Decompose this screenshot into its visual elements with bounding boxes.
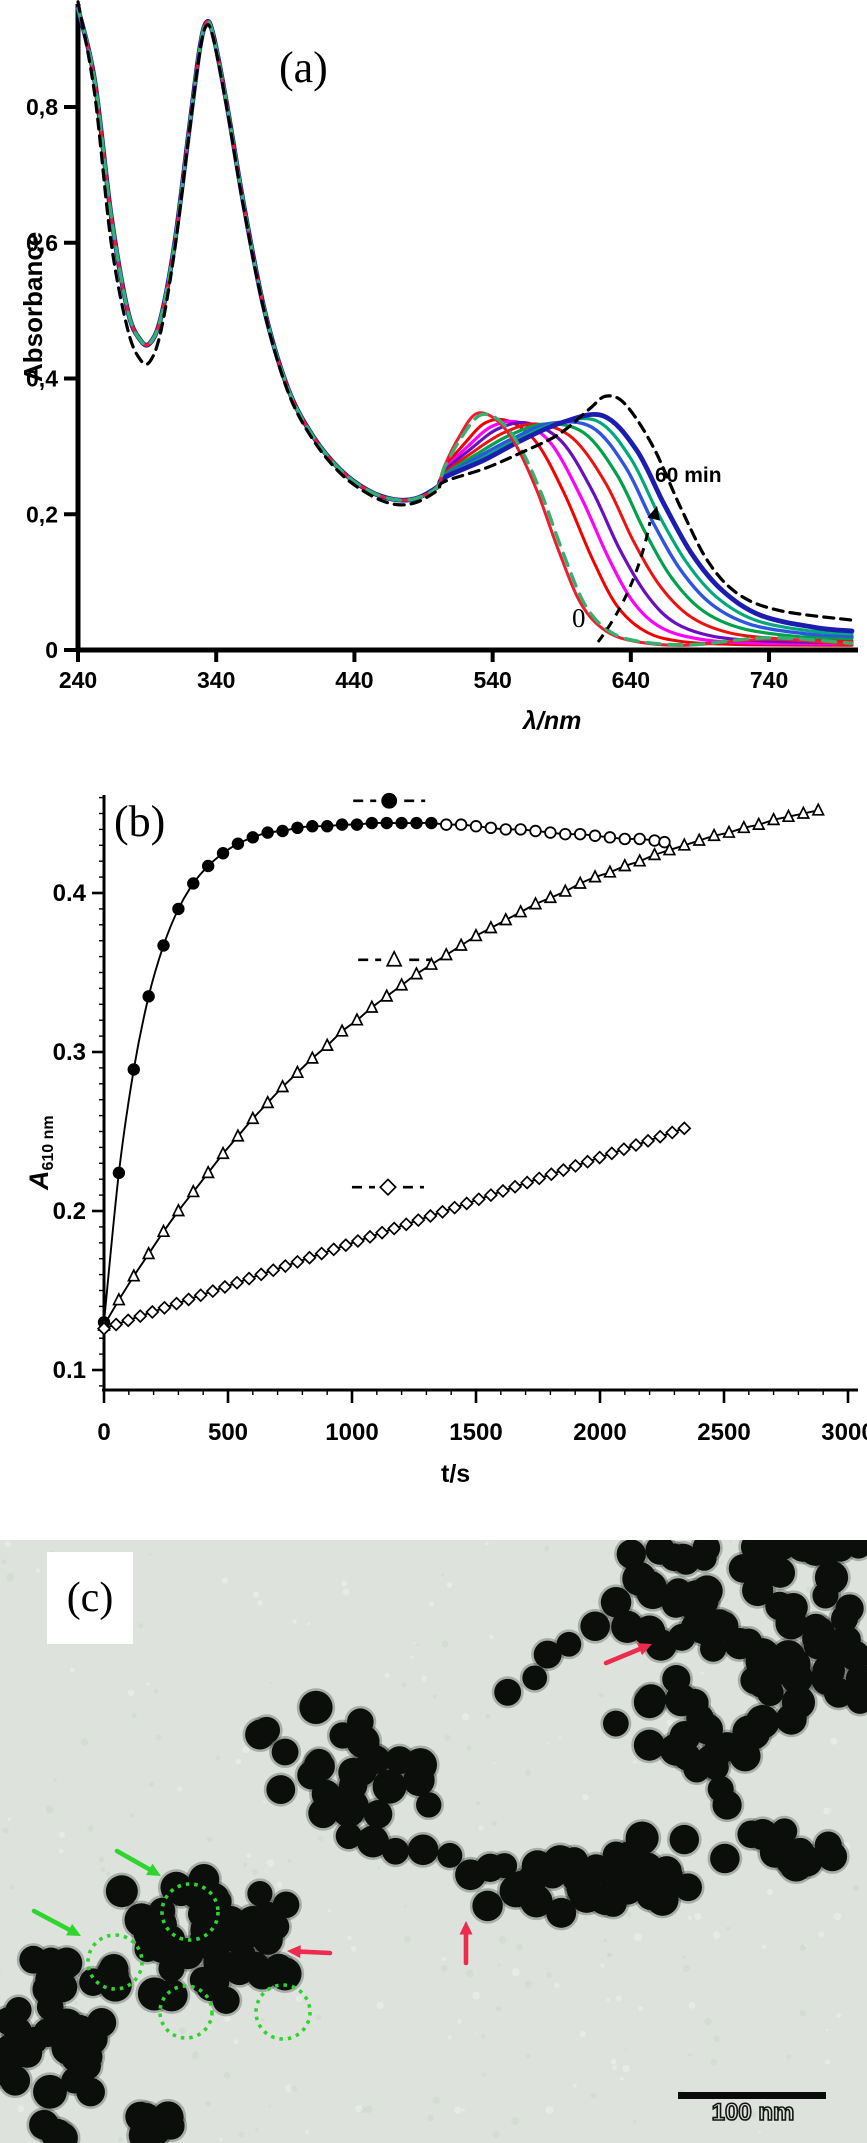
a-x-tick-label: 540 [473, 667, 511, 693]
spectra-curves [75, 0, 855, 647]
panel-a-spectra-chart: 0 0,2 0,4 0,6 0,8 240 340 440 540 640 740 [26, 0, 858, 693]
kinetics-fit-lines [103, 809, 819, 1330]
series-legend-mark [353, 790, 426, 811]
series-legend-mark [351, 1177, 424, 1198]
panel-b-x-axis-title: t/s [441, 1460, 471, 1488]
b-x-tick-label: 0 [97, 1419, 110, 1446]
panel-b-y-title-main: A [24, 1170, 54, 1191]
panel-a-plot: 0 0,2 0,4 0,6 0,8 240 340 440 540 640 740 [26, 0, 858, 693]
scale-bar-label: 100 nm [711, 2098, 795, 2127]
b-y-tick-label: 0.1 [53, 1357, 86, 1384]
b-x-tick-label: 2000 [573, 1419, 626, 1446]
a-x-tick-label: 240 [59, 667, 97, 693]
a-y-tick-label: 0,2 [26, 501, 58, 527]
b-y-tick-label: 0.2 [53, 1198, 86, 1225]
series-legend-mark [358, 949, 431, 970]
spectrum-curve [76, 0, 854, 622]
time-direction-arrow [596, 506, 661, 643]
scale-bar [678, 2092, 826, 2099]
green-dotted-circle [158, 1984, 214, 2040]
nanoparticles [0, 1540, 867, 2143]
a-x-tick-label: 640 [612, 667, 650, 693]
b-x-tick-label: 500 [208, 1419, 248, 1446]
b-x-tick-label: 3000 [821, 1419, 867, 1446]
annotation-arrows [31, 1643, 652, 1966]
panel-a-60min-annotation: 60 min [655, 464, 722, 487]
panel-c-label: (c) [66, 1575, 114, 1621]
panel-a-label: (a) [279, 43, 328, 92]
panel-b-kinetics-chart: 0.1 0.2 0.3 0.4 0 500 1000 1500 2000 2500 3000 [53, 790, 867, 1446]
panel-b-label: (b) [114, 797, 166, 846]
panel-a-0min-annotation: 0 [572, 603, 586, 633]
panel-c-label-box: (c) [47, 1552, 133, 1644]
a-y-tick-label: 0,4 [26, 366, 58, 392]
a-x-tick-label: 340 [197, 667, 235, 693]
b-x-tick-label: 2500 [697, 1419, 750, 1446]
a-y-tick-label: 0 [45, 637, 58, 663]
a-x-tick-label: 440 [335, 667, 373, 693]
a-y-tick-label: 0,8 [26, 94, 58, 120]
panel-b-y-title-sub: 610 nm [40, 1115, 57, 1171]
b-x-tick-label: 1000 [325, 1419, 378, 1446]
green-dotted-circle [160, 1882, 220, 1942]
a-y-tick-label: 0,6 [26, 230, 58, 256]
spectrum-curve [76, 6, 854, 647]
b-y-tick-label: 0.4 [53, 880, 87, 907]
green-dotted-circle [86, 1933, 144, 1991]
kinetics-markers [96, 802, 825, 1336]
panel-a-x-axis-title: λ/nm [523, 707, 582, 735]
panel-a-y-axis-title: Absorbance [18, 231, 48, 382]
panel-b-y-axis-title: A610 nm [24, 1115, 58, 1190]
b-y-tick-label: 0.3 [53, 1039, 86, 1066]
green-dotted-circles [86, 1882, 312, 2041]
panel-c-tem-image [0, 1540, 867, 2143]
green-dotted-circle [254, 1983, 312, 2041]
b-x-tick-label: 1500 [449, 1419, 502, 1446]
panel-b-plot: 0.1 0.2 0.3 0.4 0 500 1000 1500 2000 2500 3000 [53, 790, 867, 1446]
a-x-tick-label: 740 [750, 667, 788, 693]
